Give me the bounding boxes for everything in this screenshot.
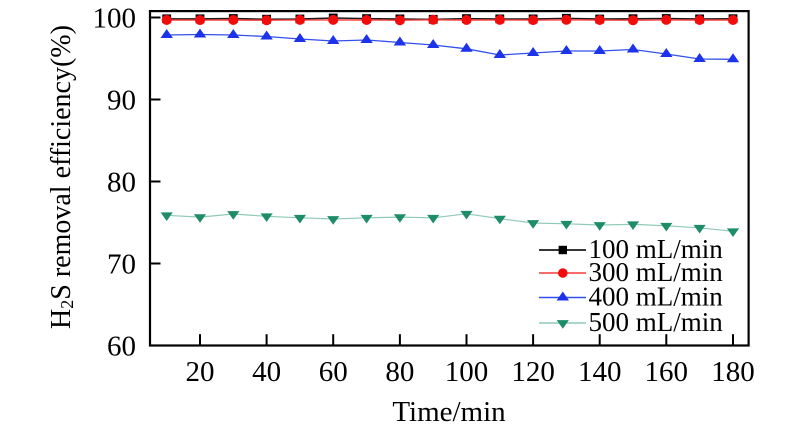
svg-text:70: 70 — [107, 249, 136, 281]
svg-text:100: 100 — [445, 356, 489, 388]
svg-text:180: 180 — [711, 356, 755, 388]
svg-text:100 mL/min: 100 mL/min — [589, 234, 724, 264]
svg-text:160: 160 — [645, 356, 689, 388]
svg-text:500 mL/min: 500 mL/min — [589, 307, 724, 337]
svg-text:140: 140 — [578, 356, 622, 388]
svg-text:40: 40 — [252, 356, 281, 388]
svg-text:60: 60 — [107, 331, 136, 363]
svg-text:80: 80 — [107, 167, 136, 199]
svg-text:80: 80 — [385, 356, 414, 388]
svg-text:60: 60 — [319, 356, 348, 388]
svg-text:120: 120 — [511, 356, 555, 388]
svg-text:90: 90 — [107, 85, 136, 117]
svg-text:100: 100 — [93, 3, 137, 35]
svg-text:400 mL/min: 400 mL/min — [589, 282, 724, 312]
svg-text:20: 20 — [186, 356, 215, 388]
svg-text:300 mL/min: 300 mL/min — [589, 257, 724, 287]
svg-text:Time/min: Time/min — [392, 396, 506, 428]
svg-text:H2S removal efficiency(%): H2S removal efficiency(%) — [46, 25, 77, 329]
